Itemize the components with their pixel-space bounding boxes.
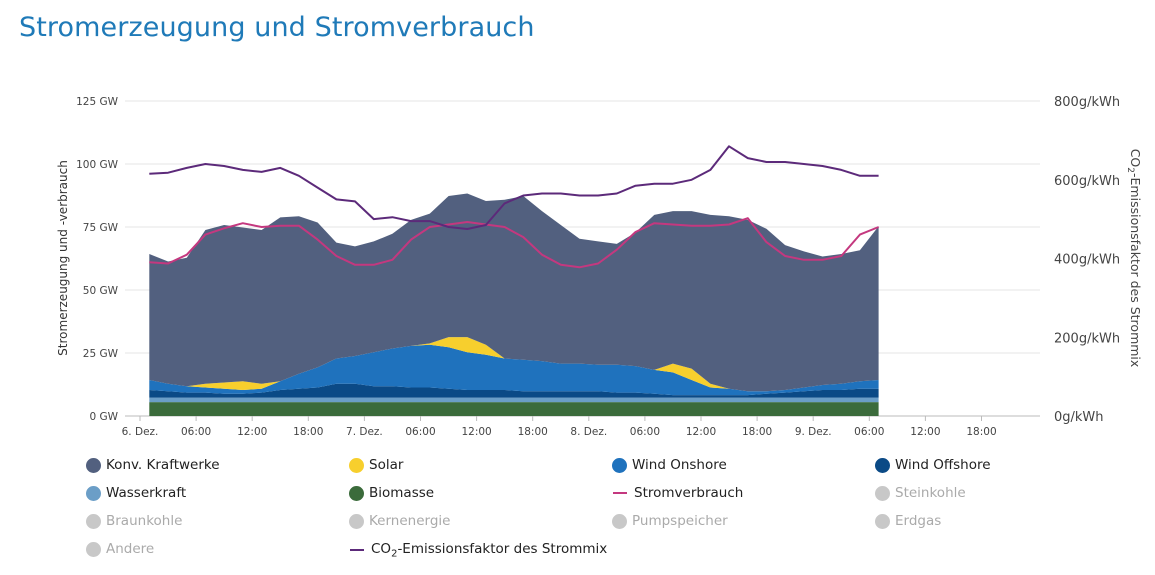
legend-label: Wasserkraft [106,485,187,501]
legend-dot-marker [86,541,101,557]
legend-label: CO2-Emissionsfaktor des Strommix [371,541,608,560]
legend-line-marker [613,492,627,494]
x-tick-label: 6. Dez. [122,426,159,438]
series-lines [149,145,879,269]
legend-item[interactable]: Solar [349,457,403,473]
legend-dot-marker [86,485,101,501]
y-left-tick-label: 25 GW [83,348,119,360]
area-konv-kraftwerke [149,193,879,392]
x-tick-label: 06:00 [181,426,211,438]
legend-dot-marker [612,457,627,473]
x-tick-label: 18:00 [742,426,772,438]
y-left-axis-label: Stromerzeugung und -verbrauch [56,160,70,356]
y-right-axis-label: CO2-Emissionsfaktor des Strommix [1125,149,1143,368]
y-right-tick-label: 400g/kWh [1054,253,1120,268]
legend-item[interactable]: Biomasse [349,485,434,501]
area-wasserkraft [149,397,879,403]
area-wind-onshore [149,344,879,396]
area-biomasse [149,402,879,416]
legend-label: Andere [106,541,155,557]
legend-label: Wind Offshore [895,457,991,473]
legend-dot-marker [349,513,364,529]
x-tick-label: 12:00 [461,426,491,438]
x-tick-label: 06:00 [405,426,435,438]
legend-label: Braunkohle [106,513,183,529]
x-tick-label: 12:00 [237,426,267,438]
legend-item[interactable]: Braunkohle [86,513,182,529]
x-tick-label: 18:00 [966,426,996,438]
legend-item[interactable]: CO2-Emissionsfaktor des Strommix [349,541,607,560]
legend-dot-marker [86,457,101,473]
legend-item[interactable]: Stromverbrauch [612,485,743,501]
x-tick-label: 12:00 [686,426,716,438]
legend-label: Solar [369,457,404,473]
line-co2-factor [149,145,879,230]
legend-item[interactable]: Kernenergie [349,513,450,529]
legend-dot-marker [875,513,890,529]
y-right-tick-label: 600g/kWh [1054,174,1120,189]
y-right-tick-label: 200g/kWh [1054,331,1120,346]
legend-line-marker [350,549,364,552]
legend-item[interactable]: Wasserkraft [86,485,186,501]
page-title: Stromerzeugung und Stromverbrauch [19,12,535,43]
legend-label: Biomasse [369,485,435,501]
legend-item[interactable]: Konv. Kraftwerke [86,457,220,473]
legend-label: Erdgas [895,513,942,529]
legend-dot-marker [875,457,890,473]
legend-dot-marker [86,513,101,529]
legend-item[interactable]: Wind Onshore [612,457,727,473]
legend-dot-marker [875,485,890,501]
x-tick-label: 18:00 [518,426,548,438]
legend-item[interactable]: Andere [86,541,154,557]
legend-label: Steinkohle [895,485,966,501]
legend-label: Kernenergie [369,513,451,529]
legend-item[interactable]: Steinkohle [875,485,966,501]
x-tick-label: 06:00 [854,426,884,438]
y-left-tick-label: 125 GW [76,96,119,108]
x-tick-label: 12:00 [910,426,940,438]
y-left-tick-label: 75 GW [83,222,119,234]
legend-label: Wind Onshore [632,457,727,473]
legend-item[interactable]: Erdgas [875,513,941,529]
area-solar [149,337,879,392]
stacked-areas [149,193,879,416]
x-tick-label: 8. Dez. [570,426,607,438]
legend-label: Stromverbrauch [634,485,744,501]
legend-dot-marker [612,513,627,529]
y-right-tick-label: 0g/kWh [1054,410,1104,425]
x-tick-label: 9. Dez. [795,426,832,438]
area-wind-offshore [149,383,879,398]
y-right-tick-label: 800g/kWh [1054,95,1120,110]
legend-item[interactable]: Pumpspeicher [612,513,728,529]
axes: 0 GW 25 GW 50 GW 75 GW 100 GW 125 GW 0g/kWh 200… [56,95,1143,438]
energy-chart: 0 GW 25 GW 50 GW 75 GW 100 GW 125 GW 0g/kWh 200… [56,95,1143,438]
x-tick-label: 18:00 [293,426,323,438]
x-tick-label: 7. Dez. [346,426,383,438]
x-tick-label: 06:00 [630,426,660,438]
legend-label: Konv. Kraftwerke [106,457,220,473]
legend-dot-marker [349,457,364,473]
line-stromverbrauch [149,217,879,269]
y-left-tick-label: 100 GW [76,159,119,171]
legend-dot-marker [349,485,364,501]
legend-item[interactable]: Wind Offshore [875,457,991,473]
y-left-tick-label: 50 GW [83,285,119,297]
y-left-tick-label: 0 GW [89,411,118,423]
legend-label: Pumpspeicher [632,513,728,529]
